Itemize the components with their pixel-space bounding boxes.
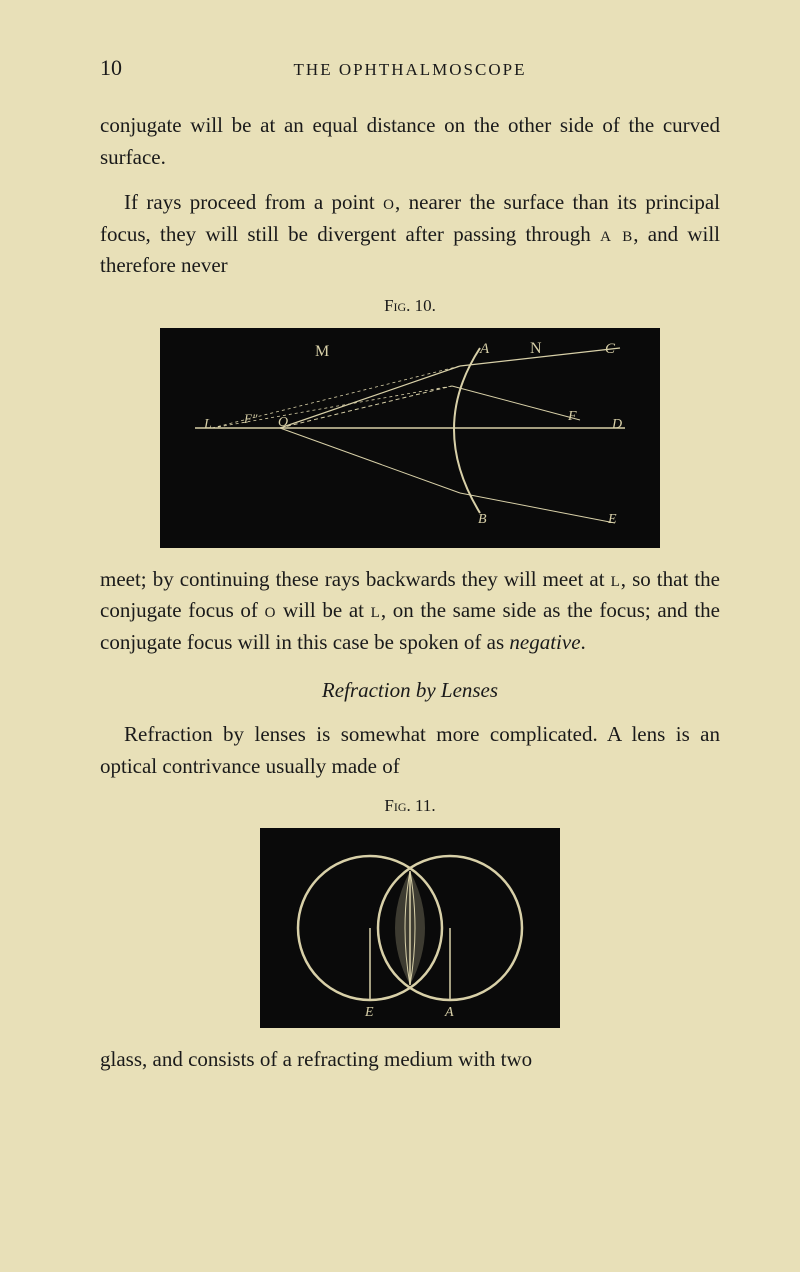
fig10-label-f2: F″	[243, 411, 258, 426]
paragraph-4: Refraction by lenses is somewhat more co…	[100, 719, 720, 782]
para2-letters-ab: a b	[600, 222, 633, 246]
fig10-label-d: D	[611, 417, 622, 432]
para2-part-a: If rays proceed from a point	[124, 190, 383, 214]
page-number: 10	[100, 55, 122, 81]
para2-letter-o: o	[383, 190, 395, 214]
fig10-label-f: F	[567, 409, 577, 424]
paragraph-2: If rays proceed from a point o, nearer t…	[100, 187, 720, 282]
para3-letter-l1: l	[611, 567, 621, 591]
paragraph-1: conjugate will be at an equal distance o…	[100, 110, 720, 173]
fig10-label-c: C	[605, 341, 616, 357]
fig10-label-b: B	[478, 512, 487, 527]
para3-part-a: meet; by continuing these rays backwards…	[100, 567, 611, 591]
para3-letter-l2: l	[371, 598, 381, 622]
fig10-label-m: M	[315, 343, 329, 360]
paragraph-5: glass, and consists of a refracting medi…	[100, 1044, 720, 1076]
para3-part-c: will be at	[276, 598, 370, 622]
fig10-label-n: N	[530, 340, 542, 357]
fig10-label-o: O	[278, 415, 288, 430]
running-header: THE OPHTHALMOSCOPE	[100, 60, 720, 80]
fig11-label-e: E	[364, 1005, 374, 1020]
figure-10-caption: Fig. 10.	[100, 296, 720, 316]
fig11-label-a: A	[444, 1005, 454, 1020]
figure-11-caption: Fig. 11.	[100, 796, 720, 816]
fig10-label-a: A	[479, 341, 490, 357]
figure-11-diagram: E A	[260, 828, 560, 1028]
para3-letter-o: o	[265, 598, 277, 622]
para3-word-negative: negative	[509, 630, 580, 654]
fig10-label-e: E	[607, 512, 617, 527]
para3-part-e: .	[581, 630, 586, 654]
figure-10-diagram: M A N C L F″ O F D B E	[160, 328, 660, 548]
section-title-refraction: Refraction by Lenses	[100, 678, 720, 703]
fig10-label-l: L	[203, 417, 212, 432]
paragraph-3: meet; by continuing these rays backwards…	[100, 564, 720, 659]
